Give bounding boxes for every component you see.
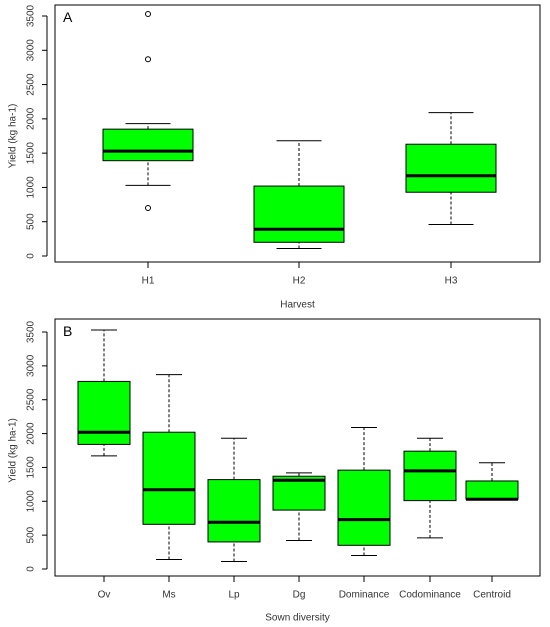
box-iqr [272, 475, 326, 511]
y-tick-label: 500 [26, 526, 37, 543]
panel-letter: A [63, 9, 73, 25]
box-codominance [403, 437, 457, 539]
x-tick-label: Dominance [339, 590, 390, 601]
y-tick-label: 3000 [26, 39, 37, 62]
y-tick-label: 2000 [26, 107, 37, 130]
panel-letter: B [63, 323, 72, 339]
y-tick-label: 0 [26, 253, 37, 259]
outlier-point [145, 56, 151, 63]
y-axis-label: Yield (kg ha-1) [8, 418, 19, 483]
box-iqr [102, 128, 194, 162]
x-tick-label: H3 [445, 276, 458, 287]
x-tick-label: H1 [142, 276, 155, 287]
y-tick-label: 1500 [26, 456, 37, 479]
panel-b: B 0 500 1000 1500 2000 2500 3000 3500 Yield (kg h… [8, 318, 541, 624]
box-iqr [337, 469, 391, 546]
box-h1 [102, 10, 194, 211]
y-tick-label: 0 [26, 566, 37, 572]
x-tick-label: H2 [293, 276, 306, 287]
box-dg [272, 472, 326, 542]
y-tick-label: 2000 [26, 422, 37, 445]
x-axis-label: Harvest [280, 300, 315, 311]
box-iqr [403, 450, 457, 502]
x-tick-label: Ov [98, 590, 111, 601]
box-iqr [77, 380, 131, 445]
x-tick-label: Codominance [399, 590, 461, 601]
x-tick-label: Lp [228, 590, 240, 601]
box-iqr [207, 479, 261, 543]
box-lp [207, 437, 261, 563]
box-iqr [253, 185, 345, 243]
x-tick-label: Ms [162, 590, 175, 601]
y-axis-label: Yield (kg ha-1) [8, 104, 19, 169]
y-tick-label: 1500 [26, 142, 37, 165]
y-tick-label: 3500 [26, 4, 37, 27]
box-dominance [337, 426, 391, 556]
y-tick-label: 3500 [26, 320, 37, 343]
plot-frame [54, 318, 541, 577]
outlier-point [145, 205, 151, 211]
box-ms [142, 374, 196, 561]
x-tick-label: Centroid [473, 590, 511, 601]
box-h2 [253, 140, 345, 249]
x-tick-label: Dg [293, 590, 306, 601]
panel-a: A 0 500 1000 1500 2000 2500 3000 3500 Yield (kg h… [8, 4, 541, 311]
x-axis-label: Sown diversity [265, 613, 329, 624]
y-tick-label: 1000 [26, 490, 37, 513]
box-iqr [405, 143, 497, 193]
box-ov [77, 329, 131, 457]
box-centroid [465, 462, 519, 501]
box-h3 [405, 112, 497, 225]
box-iqr [142, 431, 196, 525]
y-tick-label: 1000 [26, 176, 37, 199]
outlier-point [145, 10, 151, 17]
y-tick-label: 2500 [26, 73, 37, 96]
y-tick-label: 2500 [26, 388, 37, 411]
y-tick-label: 3000 [26, 354, 37, 377]
y-tick-label: 500 [26, 213, 37, 230]
box-iqr [465, 480, 519, 500]
